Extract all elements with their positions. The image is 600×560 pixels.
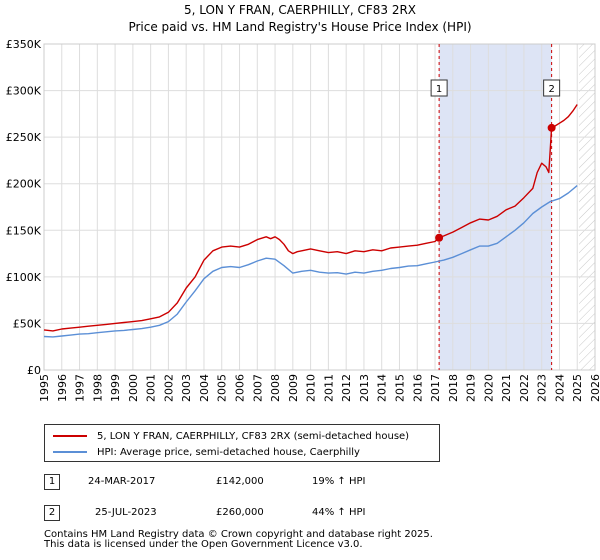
x-tick-label: 2007 [251, 374, 264, 402]
y-tick-label: £250K [6, 131, 42, 144]
sale-marker-box [430, 79, 448, 97]
legend-item-hpi: HPI: Average price, semi-detached house,… [53, 445, 360, 459]
transaction-date: 25-JUL-2023 [95, 507, 157, 518]
y-tick-label: £0 [27, 364, 41, 377]
x-tick-label: 2009 [287, 374, 300, 402]
chart-subtitle: Price paid vs. HM Land Registry's House … [128, 20, 471, 34]
x-tick-label: 2024 [553, 374, 566, 402]
x-tick-label: 2019 [465, 374, 478, 402]
x-tick-label: 2008 [269, 374, 282, 402]
x-tick-label: 2001 [145, 374, 158, 402]
legend-price-swatch [53, 435, 87, 437]
x-tick-label: 1996 [56, 374, 69, 402]
x-tick-label: 2015 [393, 374, 406, 402]
sale-point [547, 123, 556, 132]
footer-licence: This data is licensed under the Open Gov… [44, 539, 363, 550]
x-tick-label: 2014 [376, 374, 389, 402]
x-tick-label: 1997 [74, 374, 87, 402]
legend-hpi-swatch [53, 451, 87, 453]
x-tick-label: 2006 [234, 374, 247, 402]
legend-price-label: 5, LON Y FRAN, CAERPHILLY, CF83 2RX (sem… [97, 430, 410, 442]
sale-marker-label: 1 [436, 84, 442, 95]
x-tick-label: 1999 [109, 374, 122, 402]
chart-title: 5, LON Y FRAN, CAERPHILLY, CF83 2RX [184, 3, 416, 17]
transaction-date: 24-MAR-2017 [88, 476, 156, 487]
x-tick-label: 2005 [216, 374, 229, 402]
legend: 5, LON Y FRAN, CAERPHILLY, CF83 2RX (sem… [44, 424, 440, 462]
x-tick-label: 2026 [589, 374, 600, 402]
price-paid-line [43, 104, 578, 332]
x-tick-label: 2003 [180, 374, 193, 402]
future-hatch [579, 44, 595, 370]
y-tick-label: £300K [6, 85, 42, 98]
x-tick-label: 2017 [429, 374, 442, 402]
x-tick-label: 1998 [91, 374, 104, 402]
x-tick-label: 2000 [127, 374, 140, 402]
legend-item-price-paid: 5, LON Y FRAN, CAERPHILLY, CF83 2RX (sem… [53, 429, 409, 443]
legend-hpi-label: HPI: Average price, semi-detached house,… [97, 446, 360, 458]
sale-marker-box [543, 79, 561, 97]
x-tick-label: 2004 [198, 374, 211, 402]
x-tick-label: 2020 [482, 374, 495, 402]
transaction-price: £142,000 [216, 476, 264, 487]
footer: Contains HM Land Registry data © Crown c… [44, 530, 433, 550]
price-chart: 5, LON Y FRAN, CAERPHILLY, CF83 2RX Pric… [6, 3, 600, 402]
y-tick-label: £350K [6, 38, 42, 51]
x-tick-label: 2021 [500, 374, 513, 402]
sale-point [435, 233, 444, 242]
y-tick-label: £150K [6, 224, 42, 237]
y-tick-label: £200K [6, 178, 42, 191]
transaction-change: 19% ↑ HPI [312, 476, 366, 487]
x-tick-label: 2025 [571, 374, 584, 402]
shaded-period [439, 44, 552, 370]
footer-copyright: Contains HM Land Registry data © Crown c… [44, 529, 433, 540]
sale-marker-label: 2 [548, 84, 554, 95]
x-tick-label: 2012 [340, 374, 353, 402]
y-tick-label: £50K [13, 317, 42, 330]
x-tick-label: 2022 [518, 374, 531, 402]
transaction-change: 44% ↑ HPI [312, 507, 366, 518]
plot-frame [43, 43, 596, 371]
x-tick-label: 2018 [447, 374, 460, 402]
transaction-price: £260,000 [216, 507, 264, 518]
x-tick-label: 2016 [411, 374, 424, 402]
x-tick-label: 2010 [305, 374, 318, 402]
x-tick-label: 1995 [38, 374, 51, 402]
y-tick-label: £100K [6, 271, 42, 284]
hpi-line [43, 185, 578, 338]
x-tick-label: 2011 [322, 374, 335, 402]
transaction-badge: 1 [44, 474, 60, 490]
x-tick-label: 2013 [358, 374, 371, 402]
transaction-badge: 2 [44, 505, 60, 521]
x-tick-label: 2023 [536, 374, 549, 402]
x-tick-label: 2002 [162, 374, 175, 402]
